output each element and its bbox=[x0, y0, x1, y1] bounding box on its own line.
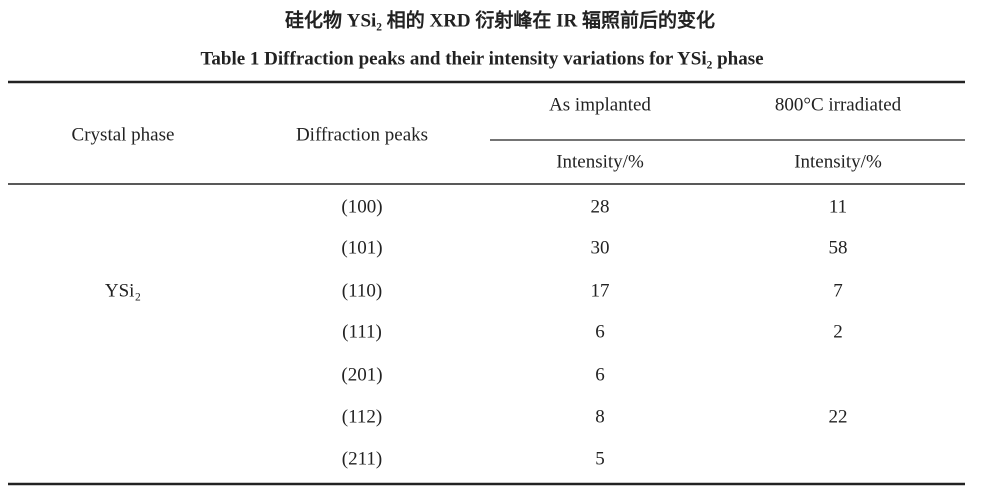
header-irradiated: 800°C irradiated bbox=[775, 94, 902, 115]
peak-cell: (110) bbox=[342, 280, 382, 301]
intensity-cell: 6 bbox=[595, 321, 605, 342]
peak-cell: (211) bbox=[342, 448, 382, 469]
intensity-cell: 22 bbox=[829, 406, 848, 427]
peak-cell: (111) bbox=[342, 321, 382, 342]
intensity-cell: 28 bbox=[591, 196, 610, 217]
header-diffraction-peaks: Diffraction peaks bbox=[296, 124, 428, 145]
header-intensity: Intensity/% bbox=[556, 151, 644, 172]
header-as-implanted: As implanted bbox=[549, 94, 651, 115]
peak-cell: (100) bbox=[341, 196, 382, 217]
peak-cell: (101) bbox=[341, 237, 382, 258]
intensity-cell: 7 bbox=[833, 280, 843, 301]
header-crystal-phase: Crystal phase bbox=[72, 124, 175, 145]
intensity-cell: 17 bbox=[591, 280, 610, 301]
intensity-cell: 11 bbox=[829, 196, 847, 217]
intensity-cell: 5 bbox=[595, 448, 605, 469]
intensity-cell: 2 bbox=[833, 321, 843, 342]
peak-cell: (201) bbox=[341, 364, 382, 385]
title-en: Table 1 Diffraction peaks and their inte… bbox=[200, 48, 763, 69]
title-zh: 硅化物 YSi₂ 相的 XRD 衍射峰在 IR 辐照前后的变化 bbox=[285, 8, 715, 31]
peak-cell: (112) bbox=[342, 406, 382, 427]
intensity-cell: 6 bbox=[595, 364, 605, 385]
phase-cell: YSi₂ bbox=[105, 280, 141, 301]
header-intensity: Intensity/% bbox=[794, 151, 882, 172]
intensity-cell: 30 bbox=[591, 237, 610, 258]
intensity-cell: 8 bbox=[595, 406, 605, 427]
intensity-cell: 58 bbox=[829, 237, 848, 258]
